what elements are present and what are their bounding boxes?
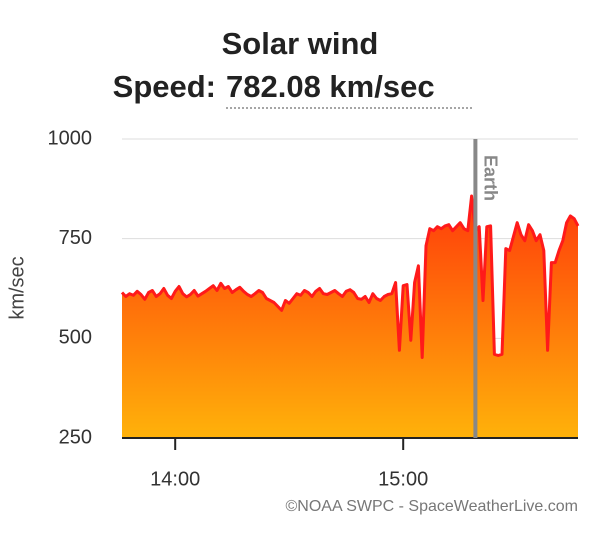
- speed-label: Speed:: [113, 69, 216, 104]
- y-tick-label: 750: [59, 227, 92, 249]
- x-tick-label: 14:00: [150, 468, 200, 490]
- earth-label: Earth: [481, 155, 501, 201]
- chart-title: Solar wind: [222, 26, 379, 61]
- area-fill: [122, 196, 578, 438]
- series-line: [120, 194, 580, 359]
- y-tick-label: 1000: [48, 127, 93, 149]
- y-tick-label: 500: [59, 327, 92, 349]
- x-tick-label: 15:00: [378, 468, 428, 490]
- y-tick-label: 250: [59, 426, 92, 448]
- speed-value: 782.08 km/sec: [226, 69, 435, 104]
- source: ©NOAA SWPC - SpaceWeatherLive.com: [286, 498, 578, 515]
- y-axis-label: km/sec: [6, 256, 28, 319]
